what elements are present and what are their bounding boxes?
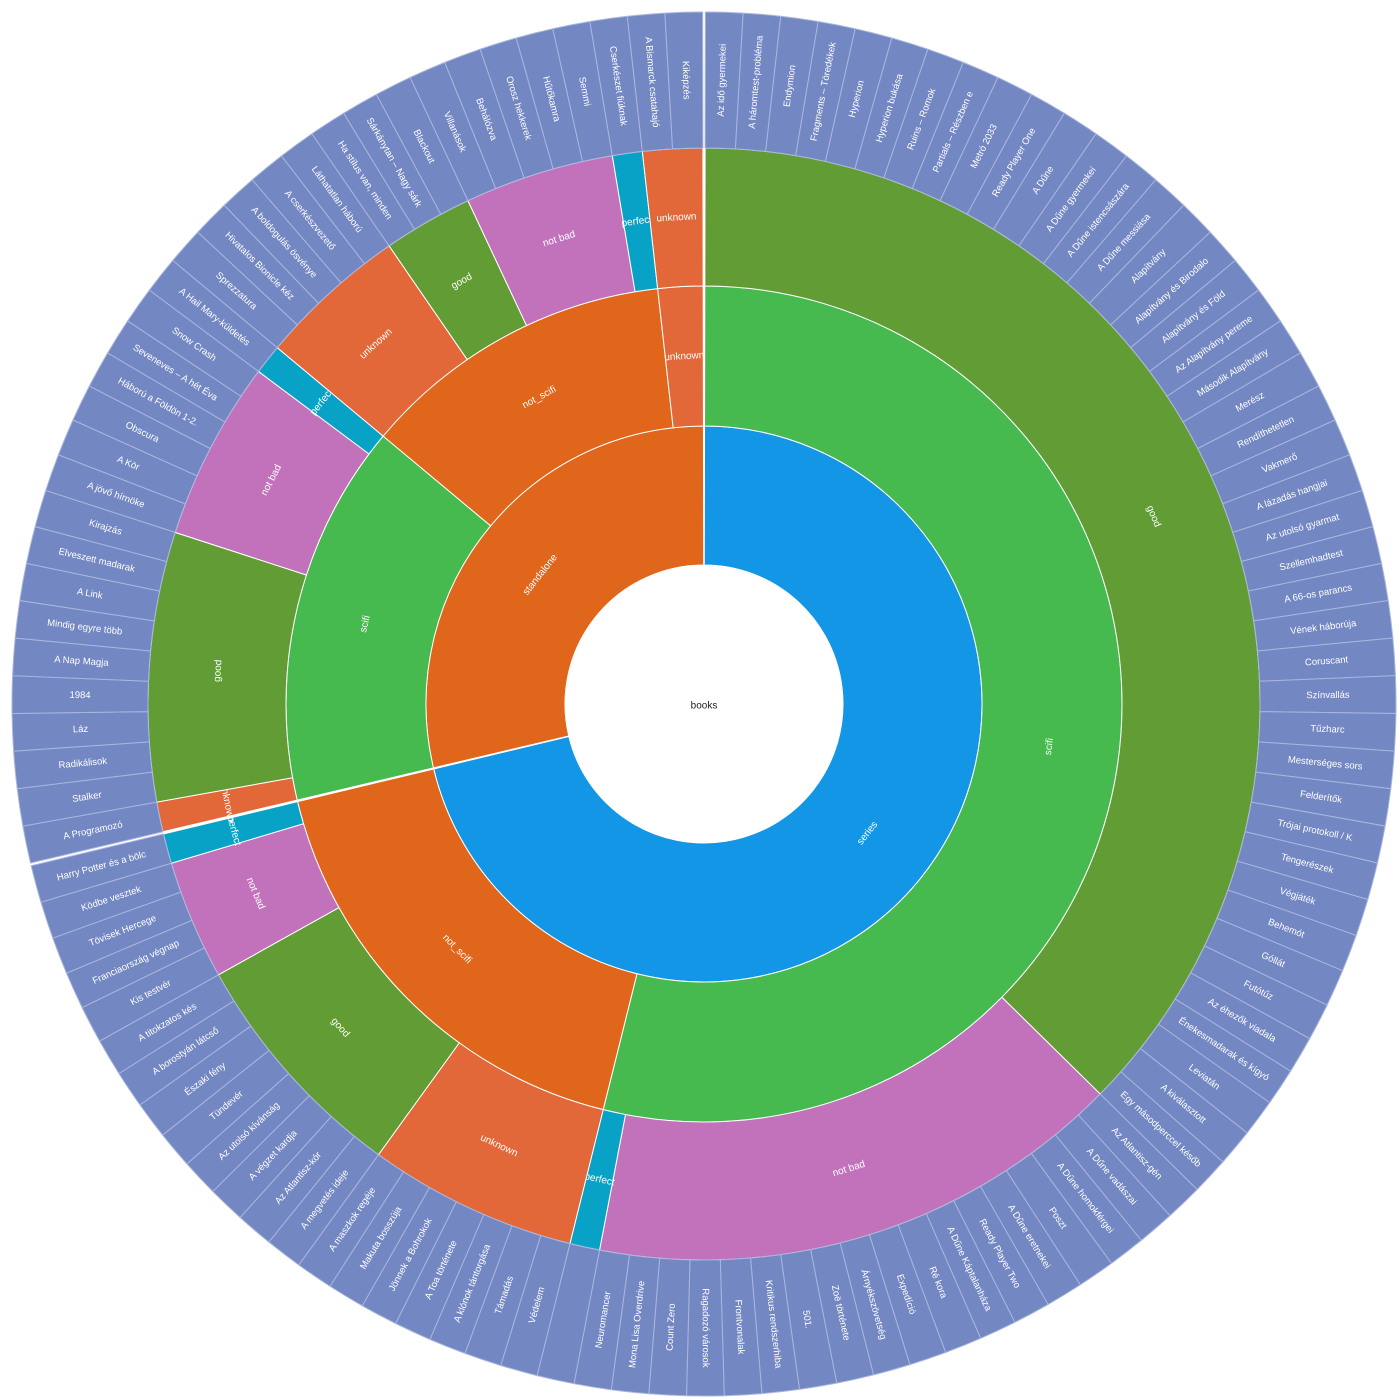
segment-series-scifi-not-bad-book-14-label: Ragadozó városok [700,1288,711,1367]
segment-standalone-unknown-label: unknown [664,350,705,363]
segment-standalone-scifi-label: scifi [358,614,373,633]
segment-series-scifi-label: scifi [1043,737,1056,755]
segment-series-scifi-good-book-27-label: Coruscant [1305,654,1349,668]
segment-series-scifi-not-bad-book-11-label: 501. [800,1309,814,1329]
segment-standalone-unknown-unknown-label: unknown [656,211,697,224]
segment-standalone-scifi-good-label: good [212,659,224,682]
chart-center-hole [565,565,843,843]
segment-series-scifi-good-book-0-label: Az idő gyermekei [716,44,729,117]
segment-standalone-scifi-good-book-1-label: Radikálisok [58,756,108,772]
segment-standalone-scifi-good-book-0-label: Stalker [72,790,103,805]
segment-series-scifi-good-book-29-label: Tűzharc [1310,723,1345,735]
segment-standalone-unknown-unknown-book-1-label: Kiképzés [680,61,692,100]
segment-series-scifi-not-bad-book-15-label: Count Zero [664,1303,677,1351]
segment-standalone-scifi-good[interactable] [147,531,308,803]
segment-series-not-scifi-perfect-book-0[interactable] [30,833,172,903]
segment-standalone-scifi-good-book-3-label: 1984 [69,690,90,701]
segment-standalone-scifi-good-book-2-label: Láz [73,724,89,736]
segment-standalone-unknown-unknown-book-1[interactable] [664,11,704,150]
segment-series-scifi-not-bad-book-13-label: Frontvonalak [732,1299,746,1355]
root-label: books [691,701,718,712]
segment-standalone-scifi-good-book-4-label: A Nap Magja [54,654,110,669]
segment-standalone-not-scifi-perfect-label: perfect [621,214,653,229]
segment-standalone-scifi-good-book-6-label: A Link [76,586,104,601]
segment-series-scifi-good-book-28-label: Színvallás [1306,690,1350,702]
